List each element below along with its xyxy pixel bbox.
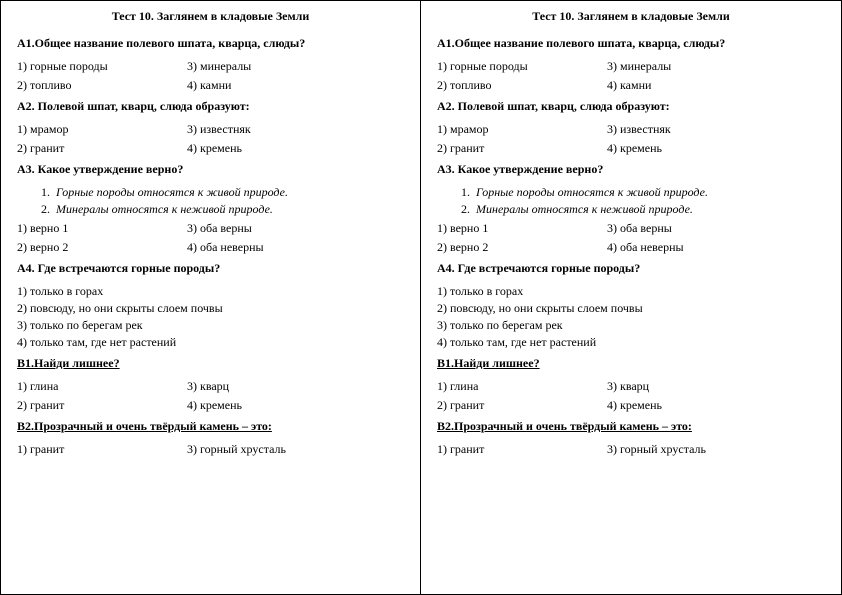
b1-opt1: 1) глина xyxy=(17,379,187,394)
right-column: Тест 10. Заглянем в кладовые Земли А1.Об… xyxy=(421,1,841,594)
a4-opt3-r: 3) только по берегам рек xyxy=(437,318,825,333)
a3-opt2: 2) верно 2 xyxy=(17,240,187,255)
a2-opt1: 1) мрамор xyxy=(17,122,187,137)
b1-opt3: 3) кварц xyxy=(187,379,404,394)
a2-opt3-r: 3) известняк xyxy=(607,122,825,137)
a4-options: 1) только в горах 2) повсюду, но они скр… xyxy=(17,284,404,350)
b2-opt1-r: 1) гранит xyxy=(437,442,607,457)
b1-opt1-r: 1) глина xyxy=(437,379,607,394)
question-a3: А3. Какое утверждение верно? xyxy=(17,162,404,177)
question-a4-r: А4. Где встречаются горные породы? xyxy=(437,261,825,276)
b1-opt4-r: 4) кремень xyxy=(607,398,825,413)
question-a2-r: А2. Полевой шпат, кварц, слюда образуют: xyxy=(437,99,825,114)
a1-opt2-r: 2) топливо xyxy=(437,78,607,93)
a3-opt3: 3) оба верны xyxy=(187,221,404,236)
a2-opt1-r: 1) мрамор xyxy=(437,122,607,137)
question-b2: В2.Прозрачный и очень твёрдый камень – э… xyxy=(17,419,404,434)
a1-opt4: 4) камни xyxy=(187,78,404,93)
test-title-r: Тест 10. Заглянем в кладовые Земли xyxy=(437,9,825,24)
a3-statements: 1.Горные породы относятся к живой природ… xyxy=(41,185,404,217)
test-title: Тест 10. Заглянем в кладовые Земли xyxy=(17,9,404,24)
a4-opt2-r: 2) повсюду, но они скрыты слоем почвы xyxy=(437,301,825,316)
a4-opt1-r: 1) только в горах xyxy=(437,284,825,299)
b1-row2: 2) гранит 4) кремень xyxy=(17,398,404,413)
question-a2: А2. Полевой шпат, кварц, слюда образуют: xyxy=(17,99,404,114)
b1-row1: 1) глина 3) кварц xyxy=(17,379,404,394)
a1-opt1: 1) горные породы xyxy=(17,59,187,74)
a3-opt4: 4) оба неверны xyxy=(187,240,404,255)
question-b1-r: В1.Найди лишнее? xyxy=(437,356,825,371)
question-a3-r: А3. Какое утверждение верно? xyxy=(437,162,825,177)
b2-opt3: 3) горный хрусталь xyxy=(187,442,404,457)
question-b1: В1.Найди лишнее? xyxy=(17,356,404,371)
a1-row2: 2) топливо 4) камни xyxy=(17,78,404,93)
question-a1: А1.Общее название полевого шпата, кварца… xyxy=(17,36,404,51)
a2-opt2: 2) гранит xyxy=(17,141,187,156)
a4-opt4-r: 4) только там, где нет растений xyxy=(437,335,825,350)
b1-opt3-r: 3) кварц xyxy=(607,379,825,394)
a2-opt4-r: 4) кремень xyxy=(607,141,825,156)
a1-opt2: 2) топливо xyxy=(17,78,187,93)
a2-opt2-r: 2) гранит xyxy=(437,141,607,156)
a3-row2: 2) верно 2 4) оба неверны xyxy=(17,240,404,255)
b2-row1: 1) гранит 3) горный хрусталь xyxy=(17,442,404,457)
left-column: Тест 10. Заглянем в кладовые Земли А1.Об… xyxy=(1,1,421,594)
a3-statements-r: 1.Горные породы относятся к живой природ… xyxy=(461,185,825,217)
a2-opt4: 4) кремень xyxy=(187,141,404,156)
question-b2-r: В2.Прозрачный и очень твёрдый камень – э… xyxy=(437,419,825,434)
a3-opt1-r: 1) верно 1 xyxy=(437,221,607,236)
b1-opt4: 4) кремень xyxy=(187,398,404,413)
b2-opt1: 1) гранит xyxy=(17,442,187,457)
b1-opt2-r: 2) гранит xyxy=(437,398,607,413)
a3-opt4-r: 4) оба неверны xyxy=(607,240,825,255)
a3-row1: 1) верно 1 3) оба верны xyxy=(17,221,404,236)
a3-stmt1: 1.Горные породы относятся к живой природ… xyxy=(41,185,404,200)
a2-row1: 1) мрамор 3) известняк xyxy=(17,122,404,137)
a4-opt1: 1) только в горах xyxy=(17,284,404,299)
a3-opt3-r: 3) оба верны xyxy=(607,221,825,236)
test-page: Тест 10. Заглянем в кладовые Земли А1.Об… xyxy=(0,0,842,595)
question-a4: А4. Где встречаются горные породы? xyxy=(17,261,404,276)
a1-opt1-r: 1) горные породы xyxy=(437,59,607,74)
a1-row1: 1) горные породы 3) минералы xyxy=(17,59,404,74)
a2-row2: 2) гранит 4) кремень xyxy=(17,141,404,156)
a1-opt3-r: 3) минералы xyxy=(607,59,825,74)
a1-opt4-r: 4) камни xyxy=(607,78,825,93)
a3-opt1: 1) верно 1 xyxy=(17,221,187,236)
question-a1-r: А1.Общее название полевого шпата, кварца… xyxy=(437,36,825,51)
a4-opt2: 2) повсюду, но они скрыты слоем почвы xyxy=(17,301,404,316)
a3-stmt2: 2.Минералы относятся к неживой природе. xyxy=(41,202,404,217)
a2-opt3: 3) известняк xyxy=(187,122,404,137)
b1-opt2: 2) гранит xyxy=(17,398,187,413)
a3-opt2-r: 2) верно 2 xyxy=(437,240,607,255)
a1-opt3: 3) минералы xyxy=(187,59,404,74)
b2-opt3-r: 3) горный хрусталь xyxy=(607,442,825,457)
a4-opt4: 4) только там, где нет растений xyxy=(17,335,404,350)
a4-opt3: 3) только по берегам рек xyxy=(17,318,404,333)
